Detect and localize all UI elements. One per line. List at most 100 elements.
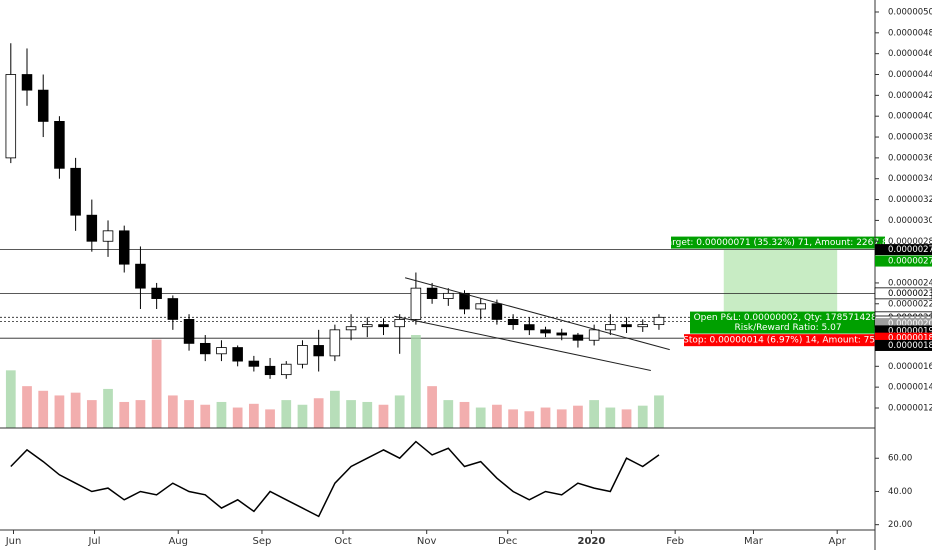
volume-bar <box>621 409 632 428</box>
volume-bar <box>135 400 146 428</box>
candle-body <box>475 303 486 310</box>
rsi-line <box>10 440 660 518</box>
candle-body <box>362 324 373 328</box>
candle-body <box>281 363 292 376</box>
x-tick-label: Oct <box>334 536 351 547</box>
candle-body <box>135 263 146 289</box>
volume-bar <box>265 409 275 428</box>
price-marker-label: 0.00000194 <box>888 326 932 336</box>
candle-body <box>556 332 567 336</box>
candle-body <box>329 329 341 357</box>
candle-body <box>297 345 308 365</box>
volume-bar <box>605 407 616 428</box>
price-marker-label: 0.00000201 <box>888 319 932 329</box>
candle-body <box>248 360 260 367</box>
price-marker <box>875 255 932 267</box>
candle-body <box>540 329 551 334</box>
price-marker <box>875 332 932 344</box>
candle-body <box>637 324 649 328</box>
volume-bar <box>573 405 583 428</box>
position-label: Target: 0.00000071 (35.32%) 71, Amount: … <box>662 238 894 248</box>
volume-bar <box>216 401 227 428</box>
target-zone <box>723 249 838 324</box>
volume-bar <box>200 404 211 428</box>
volume-bar <box>184 400 194 428</box>
volume-bar <box>54 395 65 428</box>
candle-body <box>167 298 179 320</box>
candle-body <box>621 324 632 328</box>
volume-bar <box>637 405 648 428</box>
candle-body <box>345 326 357 331</box>
trendline <box>404 277 670 351</box>
volume-bar <box>378 404 389 428</box>
volume-bar <box>427 386 437 428</box>
position-label-box <box>684 334 880 347</box>
candle-body <box>54 121 65 169</box>
volume-bar <box>22 386 32 428</box>
volume-bar <box>281 400 292 428</box>
x-tick-label: Dec <box>498 536 517 547</box>
candle-body <box>394 319 405 328</box>
position-label: Open P&L: 0.00000002, Qty: 1785714285 <box>694 313 883 323</box>
volume-bar <box>297 404 308 428</box>
volume-bar <box>589 400 599 428</box>
volume-bar <box>524 411 535 428</box>
candle-body <box>572 334 584 341</box>
candle-body <box>5 74 17 159</box>
candle-body <box>313 345 324 357</box>
price-marker <box>875 339 932 351</box>
price-marker <box>875 244 932 256</box>
volume-bar <box>362 401 373 428</box>
candle-body <box>507 319 519 326</box>
price-marker-label: 0.00000272 <box>888 257 932 267</box>
candle-body <box>524 324 535 331</box>
price-marker <box>875 325 932 337</box>
volume-bar <box>103 388 113 428</box>
price-marker-label: 0.00000272 <box>888 245 932 255</box>
volume-bar <box>459 401 470 428</box>
x-tick-label: Jun <box>5 536 22 547</box>
volume-bar <box>232 407 243 428</box>
pnl-box <box>690 311 886 334</box>
candle-body <box>86 214 98 242</box>
x-tick-label: 2020 <box>578 536 606 547</box>
x-tick-label: Apr <box>829 536 847 547</box>
volume-bar <box>248 403 259 428</box>
candle-body <box>70 167 81 216</box>
candle-body <box>588 329 600 341</box>
position-label: Risk/Reward Ratio: 5.07 <box>734 323 841 333</box>
x-tick-label: Sep <box>253 536 272 547</box>
candle-body <box>183 319 195 344</box>
position-label: Stop: 0.00000014 (6.97%) 14, Amount: 750 <box>683 336 881 346</box>
candle-body <box>216 347 227 355</box>
candle-body <box>264 365 276 376</box>
x-tick-label: Nov <box>417 536 437 547</box>
x-tick-label: Feb <box>666 536 684 547</box>
x-tick-label: Mar <box>744 536 764 547</box>
volume-bar <box>313 398 324 428</box>
candle-body <box>199 342 211 355</box>
rsi-tick-label: 40.00 <box>888 487 912 497</box>
volume-bar <box>411 335 421 428</box>
volume-bar <box>346 400 356 428</box>
volume-bar <box>119 401 130 428</box>
candle-body <box>151 287 162 299</box>
volume-bar <box>556 409 567 428</box>
candle-body <box>426 287 438 299</box>
y-tick-label: 0.00000500 <box>888 7 932 17</box>
